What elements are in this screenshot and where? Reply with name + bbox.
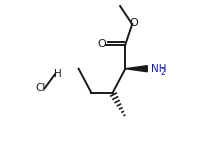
Text: O: O <box>129 18 138 28</box>
Text: H: H <box>54 69 62 79</box>
Text: O: O <box>97 39 106 49</box>
Text: 2: 2 <box>160 67 165 77</box>
Text: Cl: Cl <box>35 83 46 93</box>
Polygon shape <box>125 66 147 72</box>
Text: NH: NH <box>151 64 166 74</box>
